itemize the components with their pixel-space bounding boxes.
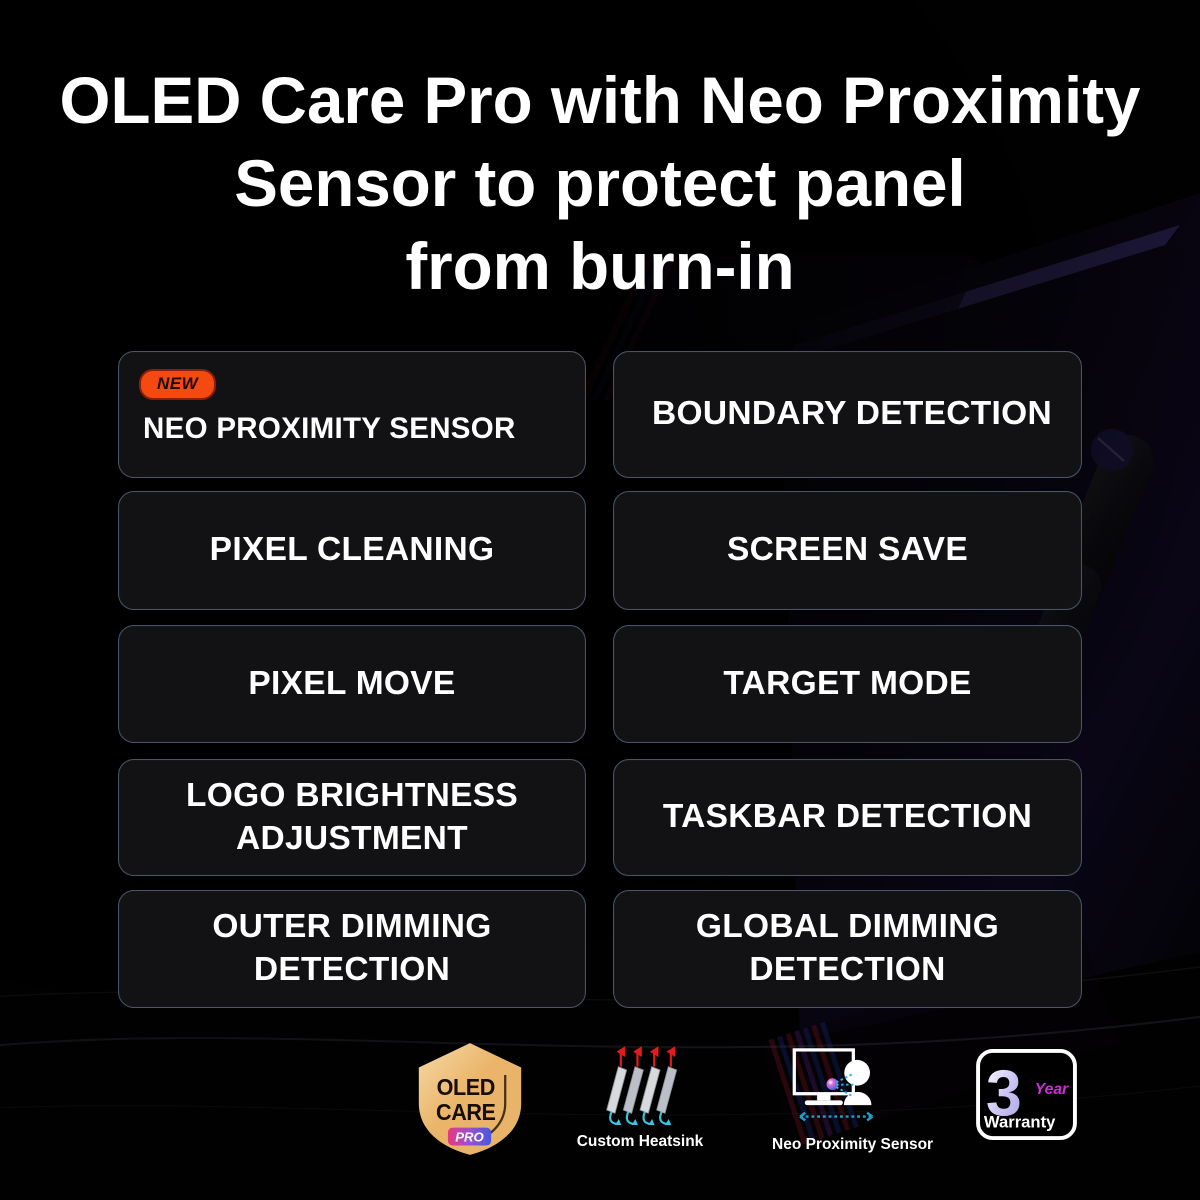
svg-text:CARE: CARE bbox=[436, 1099, 496, 1125]
svg-text:PRO: PRO bbox=[455, 1129, 483, 1144]
svg-text:OLED: OLED bbox=[437, 1074, 495, 1100]
svg-text:Warranty: Warranty bbox=[983, 1112, 1055, 1131]
svg-text:Year: Year bbox=[1034, 1081, 1068, 1098]
